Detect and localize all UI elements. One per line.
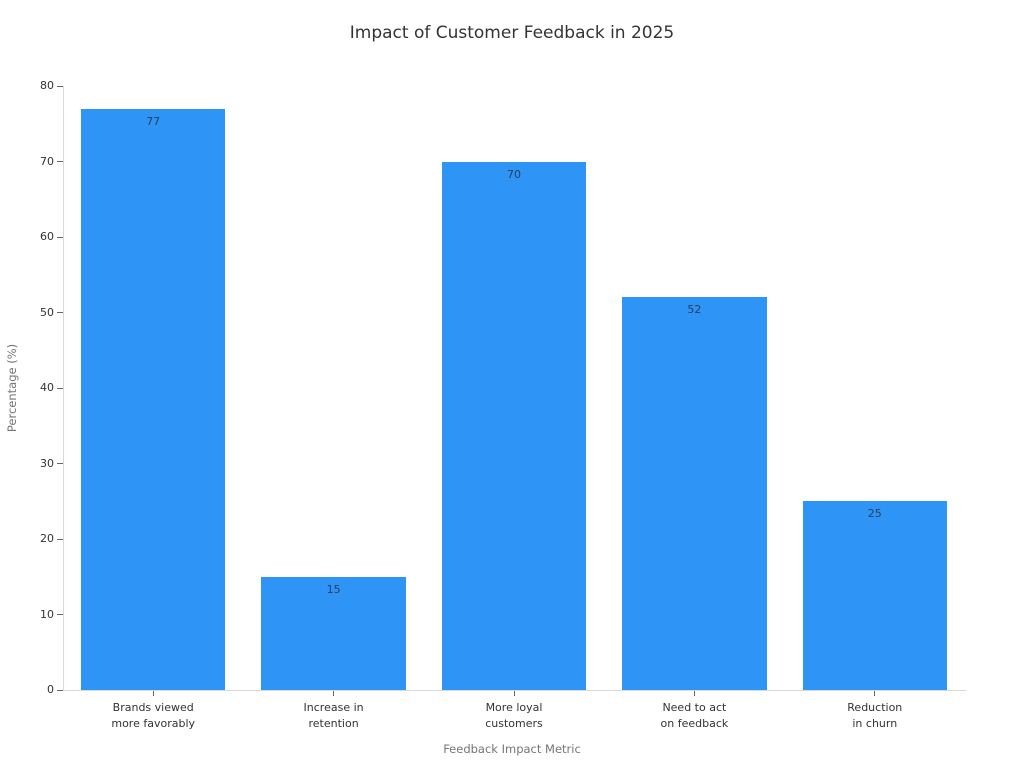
y-tick-label: 40 xyxy=(40,381,54,394)
bar xyxy=(441,161,587,690)
bar-value-label: 70 xyxy=(506,167,521,181)
x-tick-mark xyxy=(693,691,695,696)
y-tick-mark xyxy=(57,161,63,162)
x-tick-mark xyxy=(152,691,154,696)
y-tick-mark xyxy=(57,614,63,615)
y-tick-label: 50 xyxy=(40,305,54,319)
bar-value-label: 77 xyxy=(146,114,161,128)
bar xyxy=(622,297,767,690)
y-tick-label: 10 xyxy=(40,607,54,621)
y-tick-label: 0 xyxy=(47,683,54,696)
x-tick-label: Reduction in churn xyxy=(847,701,903,730)
y-tick-mark xyxy=(57,236,63,238)
y-tick-mark xyxy=(57,463,63,464)
y-tick-label: 70 xyxy=(40,154,54,168)
bar-value-label: 52 xyxy=(687,303,702,317)
y-tick-label: 20 xyxy=(40,532,54,545)
y-axis-line xyxy=(63,86,64,691)
bar-value-label: 15 xyxy=(326,582,341,596)
y-tick-label: 60 xyxy=(40,230,54,243)
bar-value-label: 25 xyxy=(867,507,882,521)
chart-title: Impact of Customer Feedback in 2025 xyxy=(349,23,675,43)
y-tick-mark xyxy=(57,312,63,313)
x-tick-label: Brands viewed more favorably xyxy=(111,701,196,730)
bar xyxy=(802,501,947,690)
y-tick-mark xyxy=(57,689,63,691)
bar xyxy=(261,576,406,690)
x-axis-title: Feedback Impact Metric xyxy=(443,742,581,756)
x-tick-mark xyxy=(874,691,876,696)
y-axis-title: Percentage (%) xyxy=(5,343,19,433)
y-tick-mark xyxy=(57,538,63,540)
y-tick-mark xyxy=(57,85,63,87)
x-tick-mark xyxy=(333,691,335,696)
x-axis-line xyxy=(63,690,966,691)
y-tick-mark xyxy=(57,387,63,389)
x-tick-mark xyxy=(513,691,515,696)
y-tick-label: 80 xyxy=(40,79,54,92)
y-tick-label: 30 xyxy=(40,456,54,470)
x-tick-label: Increase in retention xyxy=(303,701,364,730)
x-tick-label: More loyal customers xyxy=(485,701,543,730)
bar xyxy=(81,108,226,690)
x-tick-label: Need to act on feedback xyxy=(660,701,729,730)
